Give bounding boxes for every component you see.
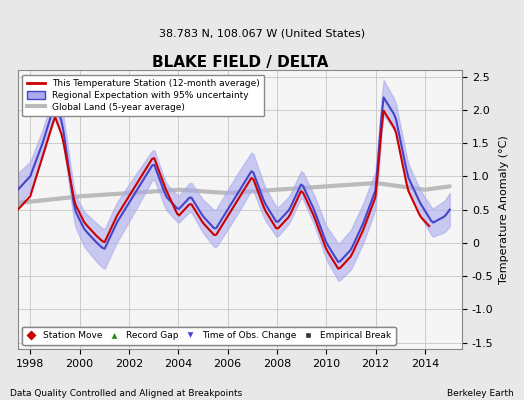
Y-axis label: Temperature Anomaly (°C): Temperature Anomaly (°C) xyxy=(499,135,509,284)
Title: BLAKE FIELD / DELTA: BLAKE FIELD / DELTA xyxy=(152,55,328,70)
Text: Berkeley Earth: Berkeley Earth xyxy=(447,389,514,398)
Text: Data Quality Controlled and Aligned at Breakpoints: Data Quality Controlled and Aligned at B… xyxy=(10,389,243,398)
Legend: Station Move, Record Gap, Time of Obs. Change, Empirical Break: Station Move, Record Gap, Time of Obs. C… xyxy=(23,327,396,345)
Text: 38.783 N, 108.067 W (United States): 38.783 N, 108.067 W (United States) xyxy=(159,28,365,38)
